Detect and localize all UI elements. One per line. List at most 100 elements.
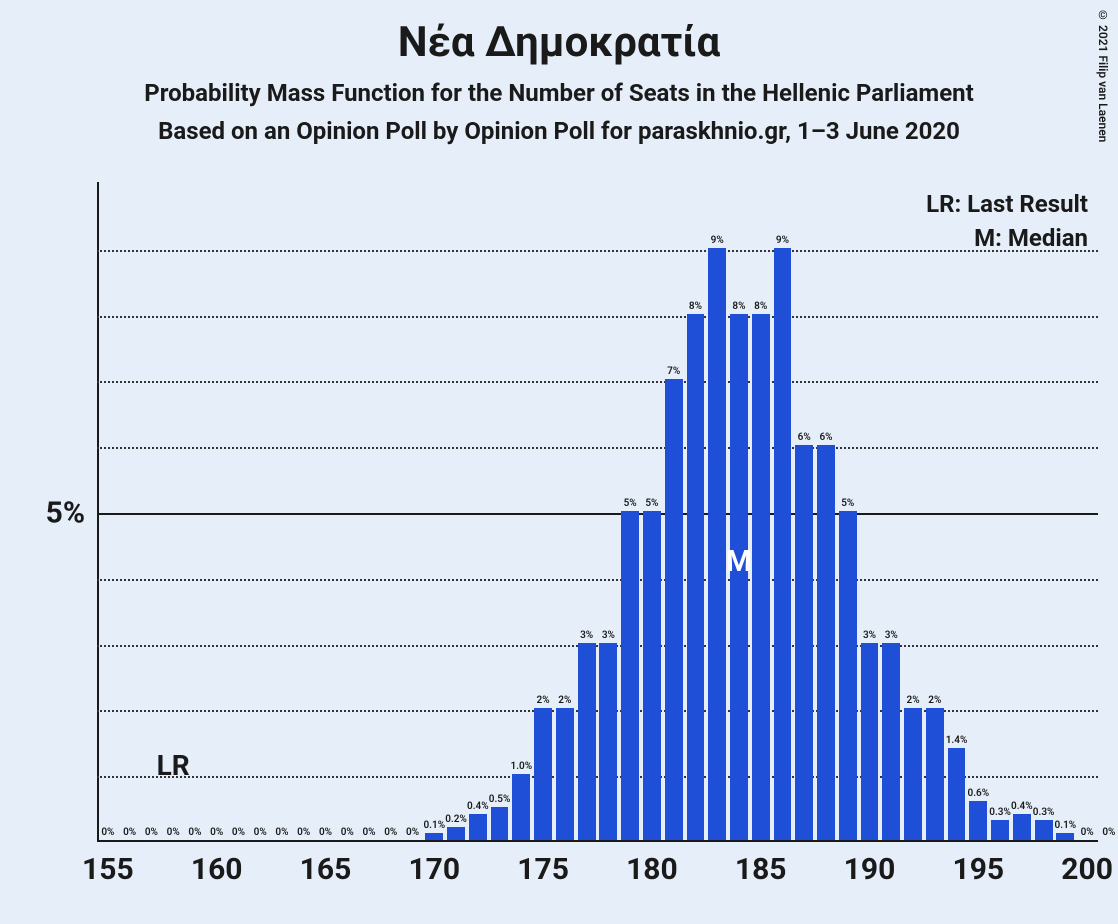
bar-label: 0% xyxy=(167,827,180,838)
bar: 6% xyxy=(817,445,835,840)
bar-label: 0% xyxy=(275,827,288,838)
bar-label: 9% xyxy=(711,235,724,246)
bar-label: 6% xyxy=(798,432,811,443)
x-axis xyxy=(97,840,1098,842)
chart-subtitle-1: Probability Mass Function for the Number… xyxy=(0,79,1118,107)
x-axis-label: 200 xyxy=(1061,852,1113,887)
bar: 1.0% xyxy=(512,774,530,840)
bar-label: 0.3% xyxy=(989,807,1011,818)
x-axis-label: 165 xyxy=(300,852,352,887)
marker-median: M xyxy=(726,544,752,579)
gridline xyxy=(97,250,1098,252)
bar: 5% xyxy=(643,511,661,840)
plot-area: LR: Last Result M: Median 5%155160165170… xyxy=(97,182,1098,842)
bar-label: 5% xyxy=(645,498,658,509)
bar-label: 9% xyxy=(776,235,789,246)
bar-label: 0% xyxy=(319,827,332,838)
x-axis-label: 190 xyxy=(844,852,896,887)
bar-label: 0% xyxy=(341,827,354,838)
x-axis-label: 160 xyxy=(191,852,243,887)
x-axis-label: 195 xyxy=(952,852,1004,887)
bar-label: 0% xyxy=(254,827,267,838)
bar-label: 0.1% xyxy=(1055,820,1077,831)
bar-label: 7% xyxy=(667,366,680,377)
bar-label: 3% xyxy=(580,630,593,641)
gridline xyxy=(97,579,1098,581)
x-axis-label: 175 xyxy=(517,852,569,887)
bar: 8% xyxy=(687,314,705,840)
bar-label: 0.1% xyxy=(423,820,445,831)
x-axis-label: 185 xyxy=(735,852,787,887)
bar: 5% xyxy=(621,511,639,840)
bar: 0.5% xyxy=(491,807,509,840)
bar: 2% xyxy=(556,708,574,840)
bar-label: 0.3% xyxy=(1033,807,1055,818)
bar-label: 0% xyxy=(188,827,201,838)
bar-label: 0.5% xyxy=(489,794,511,805)
legend: LR: Last Result M: Median xyxy=(926,190,1088,258)
bar-label: 8% xyxy=(732,301,745,312)
gridline xyxy=(97,645,1098,647)
bar-label: 2% xyxy=(537,695,550,706)
bar: 1.4% xyxy=(948,748,966,840)
bar: 3% xyxy=(578,643,596,840)
gridline xyxy=(97,513,1098,515)
bar: 7% xyxy=(665,379,683,840)
bar: 0.4% xyxy=(469,814,487,840)
bar-label: 0% xyxy=(384,827,397,838)
bar: 2% xyxy=(534,708,552,840)
bar: 6% xyxy=(795,445,813,840)
gridline xyxy=(97,381,1098,383)
bar: 0.3% xyxy=(991,820,1009,840)
marker-last-result: LR xyxy=(157,749,190,782)
bar-label: 0% xyxy=(210,827,223,838)
gridline xyxy=(97,447,1098,449)
bar-label: 0% xyxy=(297,827,310,838)
bar: 2% xyxy=(926,708,944,840)
bar-label: 6% xyxy=(819,432,832,443)
bar-label: 3% xyxy=(885,630,898,641)
bar-label: 0.2% xyxy=(445,814,467,825)
bar-label: 8% xyxy=(754,301,767,312)
bar-label: 0.4% xyxy=(467,801,489,812)
copyright-text: © 2021 Filip van Laenen xyxy=(1096,8,1110,142)
bar-label: 3% xyxy=(863,630,876,641)
bar-label: 0.6% xyxy=(967,788,989,799)
x-axis-label: 170 xyxy=(408,852,460,887)
legend-lr: LR: Last Result xyxy=(926,190,1088,218)
bar-label: 0% xyxy=(406,827,419,838)
pmf-chart-container: Νέα Δημοκρατία Probability Mass Function… xyxy=(0,0,1118,924)
bar-label: 0% xyxy=(145,827,158,838)
bar: 0.2% xyxy=(447,827,465,840)
chart-title: Νέα Δημοκρατία xyxy=(0,0,1118,67)
bar: 0.4% xyxy=(1013,814,1031,840)
legend-m: M: Median xyxy=(926,224,1088,252)
bar-label: 2% xyxy=(906,695,919,706)
bar-label: 1.0% xyxy=(511,761,533,772)
bar: 2% xyxy=(904,708,922,840)
bar-label: 0% xyxy=(1081,827,1094,838)
bar: 3% xyxy=(861,643,879,840)
bar-label: 0% xyxy=(232,827,245,838)
bar-label: 0% xyxy=(1102,827,1115,838)
bar-label: 0% xyxy=(101,827,114,838)
bar: 0.3% xyxy=(1035,820,1053,840)
y-axis xyxy=(97,182,99,842)
bar: 9% xyxy=(774,248,792,840)
bar-label: 5% xyxy=(624,498,637,509)
x-axis-label: 180 xyxy=(626,852,678,887)
y-axis-label: 5% xyxy=(46,496,85,531)
bar: 3% xyxy=(599,643,617,840)
bar-label: 5% xyxy=(841,498,854,509)
bar-label: 8% xyxy=(689,301,702,312)
bar-label: 0% xyxy=(362,827,375,838)
bar-label: 2% xyxy=(928,695,941,706)
bar: 0.1% xyxy=(425,833,443,840)
bar-label: 1.4% xyxy=(946,735,968,746)
bar-label: 0.4% xyxy=(1011,801,1033,812)
bar: 8% xyxy=(752,314,770,840)
bar: 3% xyxy=(882,643,900,840)
bar: 5% xyxy=(839,511,857,840)
x-axis-label: 155 xyxy=(82,852,134,887)
bar-label: 3% xyxy=(602,630,615,641)
